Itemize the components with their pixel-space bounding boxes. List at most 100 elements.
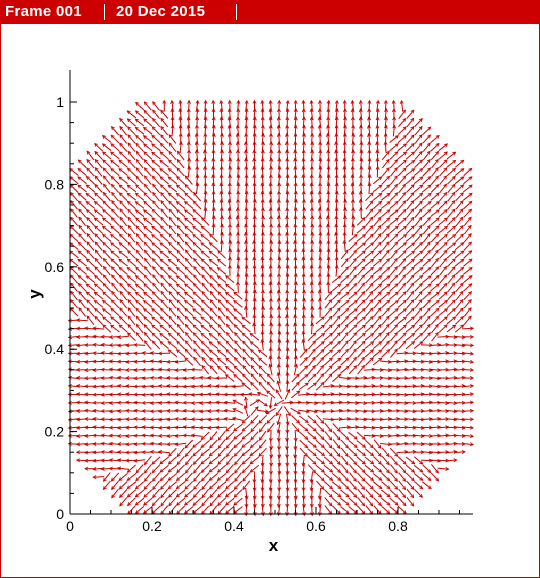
vector-arrow bbox=[422, 283, 432, 292]
vector-arrow bbox=[118, 258, 128, 267]
vector-arrow bbox=[261, 224, 264, 236]
vector-arrow-head bbox=[167, 477, 172, 481]
vector-arrow bbox=[360, 117, 363, 129]
vector-arrow bbox=[390, 249, 398, 260]
vector-arrow-head bbox=[362, 316, 367, 321]
vector-arrow bbox=[311, 240, 313, 252]
vector-arrow-head bbox=[175, 501, 180, 506]
vector-arrow bbox=[261, 141, 264, 153]
vector-arrow-head bbox=[134, 201, 139, 205]
vector-arrow-head bbox=[108, 458, 113, 463]
vector-arrow-head bbox=[84, 442, 89, 447]
vector-arrow bbox=[94, 217, 104, 226]
vector-arrow-head bbox=[119, 142, 124, 147]
vector-arrow-head bbox=[192, 299, 197, 304]
vector-arrow-head bbox=[135, 158, 140, 163]
vector-arrow bbox=[159, 151, 169, 160]
vector-arrow-head bbox=[166, 392, 171, 397]
vector-arrow-head bbox=[84, 466, 89, 471]
vector-arrow bbox=[431, 241, 439, 251]
vector-arrow-head bbox=[303, 348, 308, 353]
vector-arrow bbox=[397, 217, 407, 226]
vector-arrow-head bbox=[328, 493, 333, 498]
vector-arrow-head bbox=[168, 134, 173, 139]
vector-arrow bbox=[176, 201, 186, 209]
vector-arrow bbox=[414, 242, 423, 251]
vector-arrow-head bbox=[320, 477, 325, 482]
vector-arrow bbox=[414, 275, 423, 284]
vector-arrow-head bbox=[378, 266, 383, 271]
vector-arrow bbox=[327, 215, 330, 227]
vector-arrow bbox=[253, 323, 256, 335]
vector-arrow-head bbox=[427, 200, 432, 205]
vector-arrow bbox=[365, 208, 374, 218]
vector-arrow-head bbox=[93, 217, 98, 222]
vector-arrow bbox=[323, 357, 333, 366]
vector-arrow-head bbox=[217, 502, 222, 507]
vector-arrow-head bbox=[233, 444, 238, 449]
vector-arrow bbox=[119, 307, 128, 317]
vector-arrow-head bbox=[67, 400, 72, 405]
vector-arrow bbox=[160, 480, 169, 490]
vector-arrow-head bbox=[378, 258, 383, 263]
vector-arrow bbox=[307, 415, 317, 424]
vector-arrow bbox=[294, 108, 297, 120]
vector-arrow bbox=[217, 505, 226, 515]
vector-arrow-head bbox=[411, 159, 416, 164]
vector-arrow bbox=[245, 397, 248, 409]
vector-arrow-head bbox=[386, 217, 391, 222]
vector-arrow-head bbox=[312, 340, 317, 345]
vector-arrow-head bbox=[133, 425, 138, 430]
vector-arrow bbox=[168, 291, 177, 301]
vector-arrow bbox=[143, 489, 153, 498]
vector-arrow-head bbox=[102, 200, 107, 205]
vector-arrow-head bbox=[111, 200, 115, 205]
vector-arrow-head bbox=[167, 159, 172, 164]
vector-arrow bbox=[365, 316, 374, 325]
vector-arrow-head bbox=[231, 416, 237, 421]
vector-arrow bbox=[390, 266, 398, 276]
vector-arrow bbox=[249, 333, 260, 341]
vector-arrow bbox=[389, 217, 399, 226]
vector-arrow bbox=[327, 133, 330, 145]
vector-arrow-head bbox=[157, 433, 162, 438]
vector-arrow-head bbox=[234, 469, 238, 474]
vector-arrow bbox=[397, 135, 407, 144]
vector-arrow-head bbox=[252, 99, 257, 104]
vector-arrow-head bbox=[345, 510, 350, 514]
vector-arrow-head bbox=[167, 250, 172, 255]
vector-arrow bbox=[397, 505, 407, 514]
vector-arrow bbox=[348, 456, 357, 465]
vector-arrow-head bbox=[353, 249, 358, 254]
vector-arrow bbox=[127, 134, 136, 144]
vector-arrow bbox=[299, 431, 309, 440]
vector-arrow bbox=[286, 314, 289, 326]
vector-arrow-head bbox=[419, 258, 424, 263]
vector-arrow-head bbox=[435, 469, 439, 474]
vector-arrow bbox=[185, 249, 193, 260]
vector-arrow-head bbox=[386, 209, 391, 214]
vector-arrow bbox=[286, 339, 289, 351]
vector-arrow bbox=[127, 497, 136, 506]
vector-arrow-head bbox=[135, 142, 140, 147]
vector-arrow bbox=[200, 340, 210, 350]
vector-arrow-head bbox=[361, 364, 366, 369]
vector-arrow bbox=[453, 393, 466, 396]
vector-arrow bbox=[389, 447, 398, 457]
vector-arrow-head bbox=[119, 282, 124, 287]
vector-arrow-head bbox=[102, 274, 107, 279]
vector-arrow-head bbox=[198, 375, 204, 380]
vector-arrow bbox=[299, 447, 308, 457]
vector-arrow bbox=[302, 207, 305, 219]
vector-arrow bbox=[294, 117, 297, 129]
vector-arrow bbox=[302, 257, 305, 269]
vector-arrow bbox=[278, 331, 281, 343]
vector-arrow bbox=[258, 414, 267, 424]
vector-arrow bbox=[192, 225, 202, 234]
vector-arrow bbox=[245, 117, 248, 129]
vector-arrow bbox=[185, 175, 193, 185]
vector-arrow bbox=[302, 290, 305, 302]
vector-arrow-head bbox=[118, 258, 123, 263]
vector-arrow bbox=[270, 290, 272, 302]
vector-arrow bbox=[209, 233, 218, 243]
